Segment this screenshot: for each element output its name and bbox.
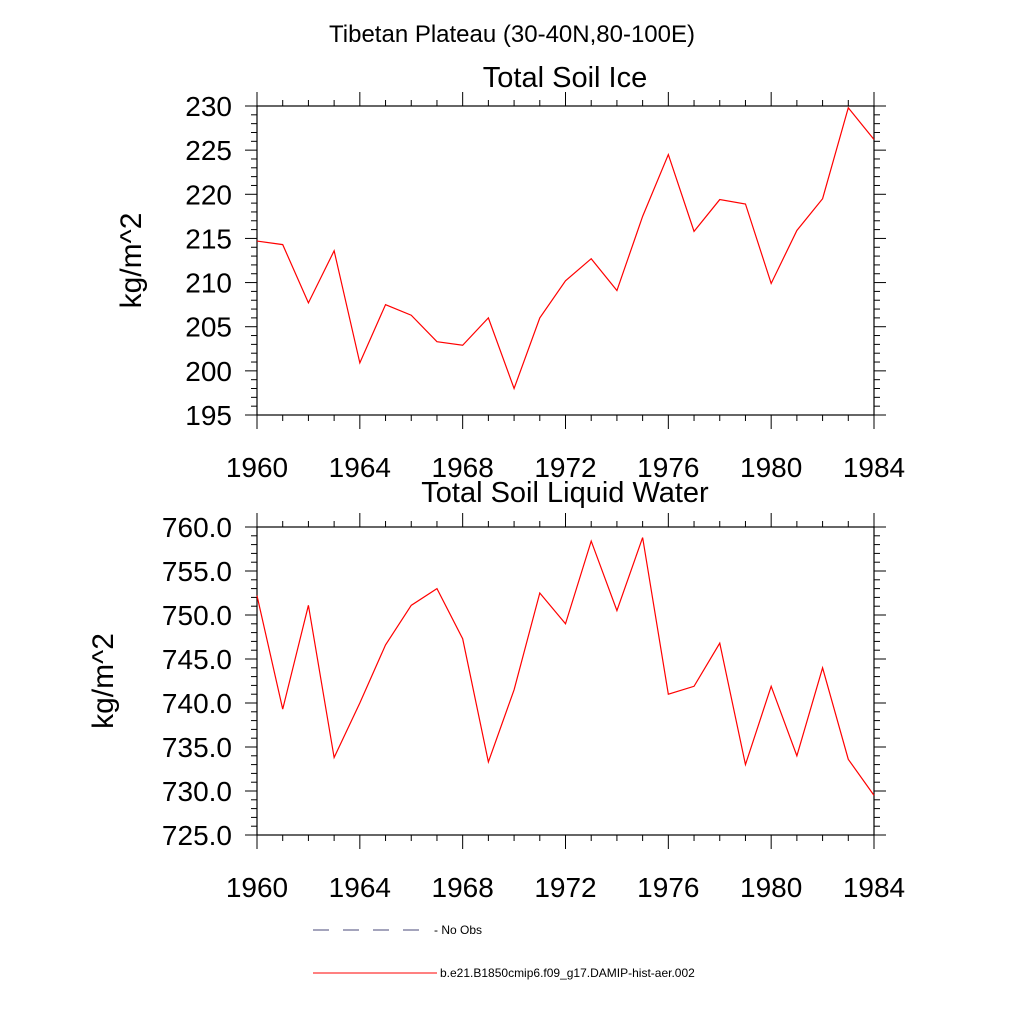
y-tick-label: 760.0 — [162, 512, 232, 543]
legend-label-model: b.e21.B1850cmip6.f09_g17.DAMIP-hist-aer.… — [440, 966, 695, 980]
x-tick-label: 1972 — [534, 872, 596, 903]
y-axis-label: kg/m^2 — [87, 633, 120, 729]
y-tick-label: 735.0 — [162, 732, 232, 763]
y-tick-label: 195 — [185, 400, 232, 431]
y-tick-label: 215 — [185, 223, 232, 254]
y-axis-label: kg/m^2 — [115, 213, 148, 309]
y-tick-label: 200 — [185, 356, 232, 387]
chart-panel-1: Total Soil Ice 195 200 205 210 215 220 225 230 19… — [115, 62, 905, 483]
y-tick-label: 220 — [185, 179, 232, 210]
plot-frame — [256, 526, 875, 836]
y-tick-label: 230 — [185, 91, 232, 122]
legend-label-no-obs: - No Obs — [434, 923, 482, 937]
x-tick-label: 1980 — [740, 452, 802, 483]
y-tick-label: 755.0 — [162, 556, 232, 587]
x-tick-label: 1960 — [226, 872, 288, 903]
y-tick-label: 725.0 — [162, 820, 232, 851]
y-tick-label: 740.0 — [162, 688, 232, 719]
x-tick-label: 1972 — [534, 452, 596, 483]
y-tick-label: 730.0 — [162, 776, 232, 807]
x-tick-label: 1976 — [637, 872, 699, 903]
panel-title: Total Soil Ice — [483, 62, 647, 94]
figure-suptitle: Tibetan Plateau (30-40N,80-100E) — [329, 21, 695, 48]
x-tick-label: 1984 — [843, 872, 905, 903]
y-tick-label: 210 — [185, 268, 232, 299]
x-tick-label: 1984 — [843, 452, 905, 483]
x-tick-label: 1980 — [740, 872, 802, 903]
x-tick-label: 1968 — [432, 452, 494, 483]
x-tick-label: 1964 — [329, 452, 391, 483]
plot-frame — [256, 105, 875, 416]
y-tick-label: 745.0 — [162, 644, 232, 675]
chart-panel-2: Total Soil Liquid Water 725.0 730.0 735.0 74… — [87, 477, 905, 903]
legend: - No Obs b.e21.B1850cmip6.f09_g17.DAMIP-h… — [313, 923, 695, 980]
series-line — [256, 537, 875, 796]
y-tick-label: 225 — [185, 135, 232, 166]
x-tick-label: 1960 — [226, 452, 288, 483]
series-line — [256, 106, 875, 391]
panel-title: Total Soil Liquid Water — [421, 477, 709, 509]
x-tick-label: 1964 — [329, 872, 391, 903]
x-tick-label: 1976 — [637, 452, 699, 483]
y-tick-label: 750.0 — [162, 600, 232, 631]
y-tick-label: 205 — [185, 312, 232, 343]
x-tick-label: 1968 — [432, 872, 494, 903]
